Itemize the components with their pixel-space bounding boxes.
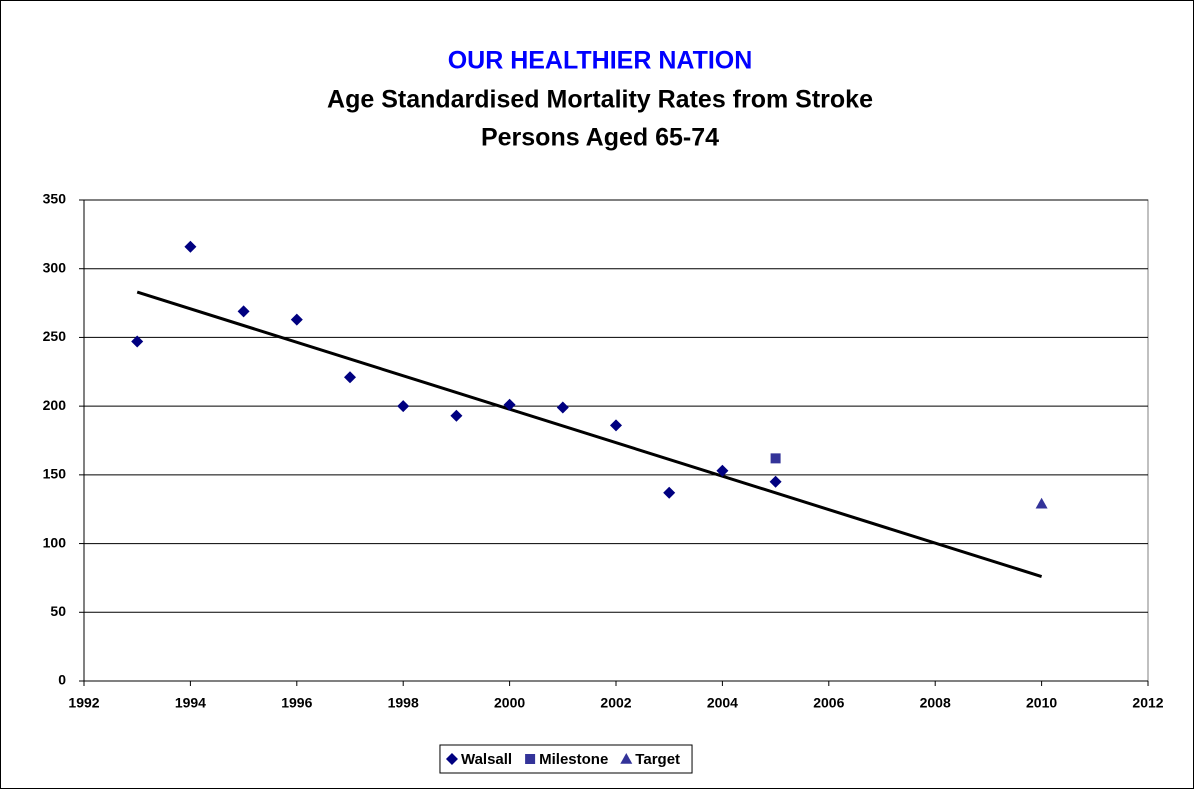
point	[290, 313, 303, 326]
point	[610, 419, 622, 432]
x-tick-label: 2006	[813, 695, 844, 711]
trend-line	[136, 290, 1043, 578]
x-tick-label: 1998	[388, 695, 419, 711]
legend-marker	[620, 753, 633, 764]
legend-marker	[525, 754, 536, 764]
y-tick-label: 350	[43, 191, 67, 207]
y-tick-label: 150	[43, 466, 67, 482]
x-tick-label: 2012	[1132, 695, 1163, 711]
y-tick-label: 100	[43, 534, 67, 550]
x-tick-label: 1996	[281, 695, 312, 711]
point	[237, 305, 250, 318]
point	[770, 453, 781, 464]
legend-marker	[445, 753, 458, 765]
point	[397, 400, 410, 413]
point	[131, 335, 144, 348]
x-tick-label: 2008	[920, 695, 951, 711]
legend-box	[439, 744, 693, 774]
legend-label: Target	[635, 751, 680, 768]
y-tick-label: 300	[43, 259, 67, 275]
x-tick-label: 2004	[707, 695, 738, 711]
chart-subtitle: Persons Aged 65-74	[481, 124, 719, 152]
legend: Walsall Milestone Target	[439, 744, 693, 774]
x-tick-label: 1992	[68, 695, 99, 711]
point	[503, 398, 516, 411]
chart-subtitle: Age Standardised Mortality Rates from St…	[327, 86, 873, 114]
point	[663, 486, 676, 499]
point	[716, 464, 729, 477]
x-tick-label: 2010	[1026, 695, 1057, 711]
point	[450, 409, 463, 422]
point	[184, 240, 197, 253]
x-tick-label: 2002	[600, 695, 631, 711]
point	[1035, 497, 1048, 509]
point	[556, 401, 569, 414]
y-tick-label: 50	[50, 603, 66, 619]
legend-label: Walsall	[461, 751, 512, 768]
chart-title: OUR HEALTHIER NATION	[448, 47, 753, 75]
legend-label: Milestone	[539, 751, 608, 768]
y-tick-label: 200	[43, 397, 67, 413]
x-tick-label: 1994	[175, 695, 206, 711]
y-tick-label: 250	[43, 328, 67, 344]
y-tick-label: 0	[58, 672, 66, 688]
point	[769, 475, 782, 488]
x-tick-label: 2000	[494, 695, 525, 711]
point	[344, 371, 356, 384]
